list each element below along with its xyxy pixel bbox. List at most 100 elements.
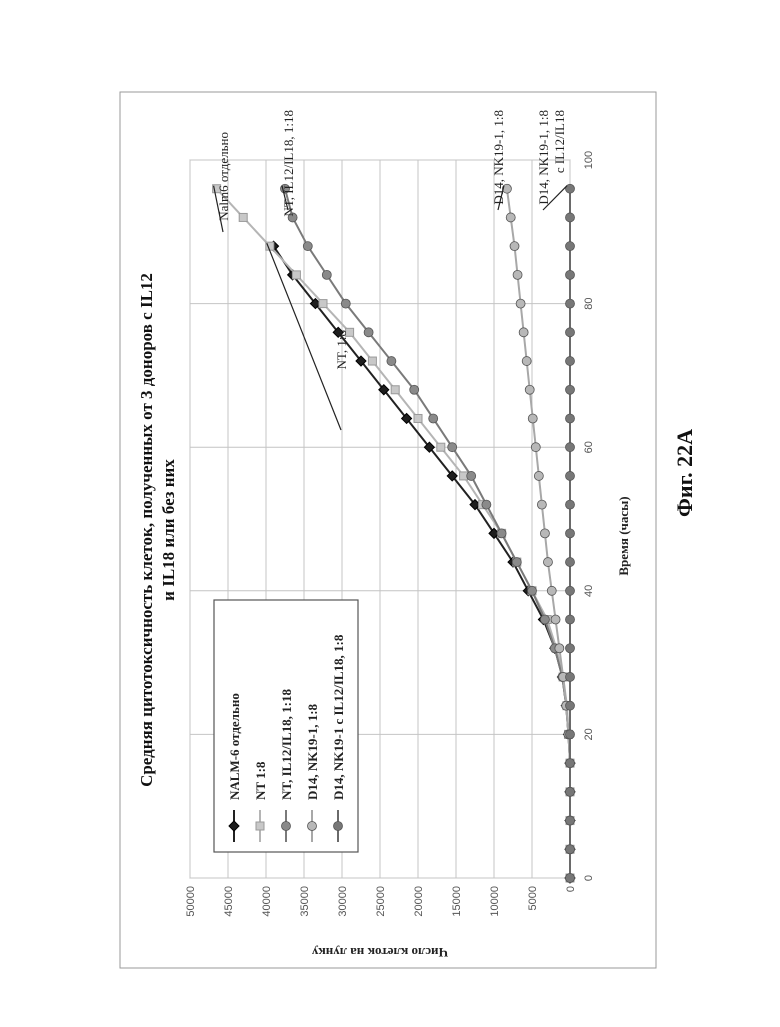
x-axis-label: Время (часы)	[616, 496, 631, 575]
annotation-label: Nalm6 отдельно	[216, 132, 231, 221]
data-point	[537, 500, 546, 509]
y-tick-label: 40000	[261, 886, 273, 917]
data-point	[292, 271, 300, 279]
annotation-label: D14, NK19-1, 1:8	[491, 110, 506, 205]
data-point	[566, 414, 575, 423]
y-tick-label: 50000	[185, 886, 197, 917]
data-point	[467, 471, 476, 480]
data-point	[519, 328, 528, 337]
data-point	[566, 759, 575, 768]
chart-svg: Средняя цитотоксичность клеток, полученн…	[118, 90, 658, 970]
y-tick-label: 45000	[223, 886, 235, 917]
data-point	[566, 385, 575, 394]
data-point	[566, 184, 575, 193]
data-point	[566, 845, 575, 854]
data-point	[341, 299, 350, 308]
annotation-0: Nalm6 отдельно	[214, 132, 231, 232]
annotation-1: NT, IL12/IL18, 1:18	[281, 110, 296, 217]
legend: NALM-6 отдельно NT 1:8 NT, IL12/IL18, 1:18…	[214, 600, 358, 852]
x-tick-label: 60	[583, 441, 595, 453]
data-point	[368, 357, 376, 365]
data-point	[239, 213, 247, 221]
x-tick-label: 100	[583, 151, 595, 169]
data-point	[497, 529, 506, 538]
data-point	[566, 874, 575, 883]
y-tick-label: 20000	[413, 886, 425, 917]
data-point	[555, 644, 564, 653]
data-point	[414, 414, 422, 422]
legend-entry: D14, NK19-1 с IL12/IL18, 1:8	[331, 634, 346, 800]
data-point	[566, 558, 575, 567]
data-point	[566, 270, 575, 279]
y-tick-label: 10000	[489, 886, 501, 917]
data-point	[391, 386, 399, 394]
x-tick-label: 20	[583, 728, 595, 740]
data-point	[387, 357, 396, 366]
data-point	[525, 385, 534, 394]
data-point	[437, 443, 445, 451]
legend-swatch-marker	[256, 822, 264, 830]
data-point	[448, 443, 457, 452]
data-point	[547, 586, 556, 595]
data-point	[566, 787, 575, 796]
annotation-label: NT, IL12/IL18, 1:18	[281, 110, 296, 217]
legend-entry: NT 1:8	[253, 761, 268, 800]
legend-swatch-marker	[282, 822, 291, 831]
data-point	[566, 529, 575, 538]
data-point	[566, 701, 575, 710]
legend-swatch-marker	[308, 822, 317, 831]
data-point	[551, 615, 560, 624]
data-point	[528, 586, 537, 595]
data-point	[512, 558, 521, 567]
y-tick-label: 5000	[527, 886, 539, 910]
data-point	[540, 615, 549, 624]
data-point	[534, 471, 543, 480]
legend-entry: NALM-6 отдельно	[227, 693, 242, 800]
legend-entry: NT, IL12/IL18, 1:18	[279, 689, 294, 800]
y-tick-label: 30000	[337, 886, 349, 917]
data-point	[566, 672, 575, 681]
chart-title-line1: Средняя цитотоксичность клеток, полученн…	[137, 273, 156, 787]
x-tick-label: 80	[583, 297, 595, 309]
annotation-3: D14, NK19-1, 1:8	[491, 110, 506, 210]
data-point	[364, 328, 373, 337]
data-point	[566, 328, 575, 337]
data-point	[566, 299, 575, 308]
data-point	[540, 529, 549, 538]
annotation-label: D14, NK19-1, 1:8	[536, 110, 551, 205]
legend-swatch-marker	[334, 822, 343, 831]
y-axis-label: Число клеток на лунку	[311, 945, 448, 960]
y-tick-label: 15000	[451, 886, 463, 917]
data-point	[410, 385, 419, 394]
data-point	[566, 644, 575, 653]
data-point	[482, 500, 491, 509]
x-tick-label: 40	[583, 585, 595, 597]
data-point	[566, 213, 575, 222]
annotation-label: NT, 1:8	[334, 330, 349, 369]
chart-title-line2: и IL18 или без них	[159, 459, 178, 601]
figure-caption: Фиг. 22A	[672, 408, 698, 538]
data-point	[566, 242, 575, 251]
data-point	[513, 270, 522, 279]
y-tick-label: 25000	[375, 886, 387, 917]
data-point	[566, 443, 575, 452]
data-point	[528, 414, 537, 423]
data-point	[429, 414, 438, 423]
data-point	[322, 270, 331, 279]
cytotoxicity-chart: Средняя цитотоксичность клеток, полученн…	[118, 90, 658, 970]
annotation-label: с IL12/IL18	[552, 110, 567, 173]
data-point	[506, 213, 515, 222]
data-point	[543, 558, 552, 567]
data-point	[566, 615, 575, 624]
data-point	[531, 443, 540, 452]
data-point	[566, 730, 575, 739]
x-tick-label: 0	[583, 875, 595, 881]
data-point	[303, 242, 312, 251]
data-point	[566, 471, 575, 480]
data-point	[566, 586, 575, 595]
data-point	[319, 300, 327, 308]
data-point	[566, 500, 575, 509]
data-point	[566, 816, 575, 825]
y-tick-label: 35000	[299, 886, 311, 917]
